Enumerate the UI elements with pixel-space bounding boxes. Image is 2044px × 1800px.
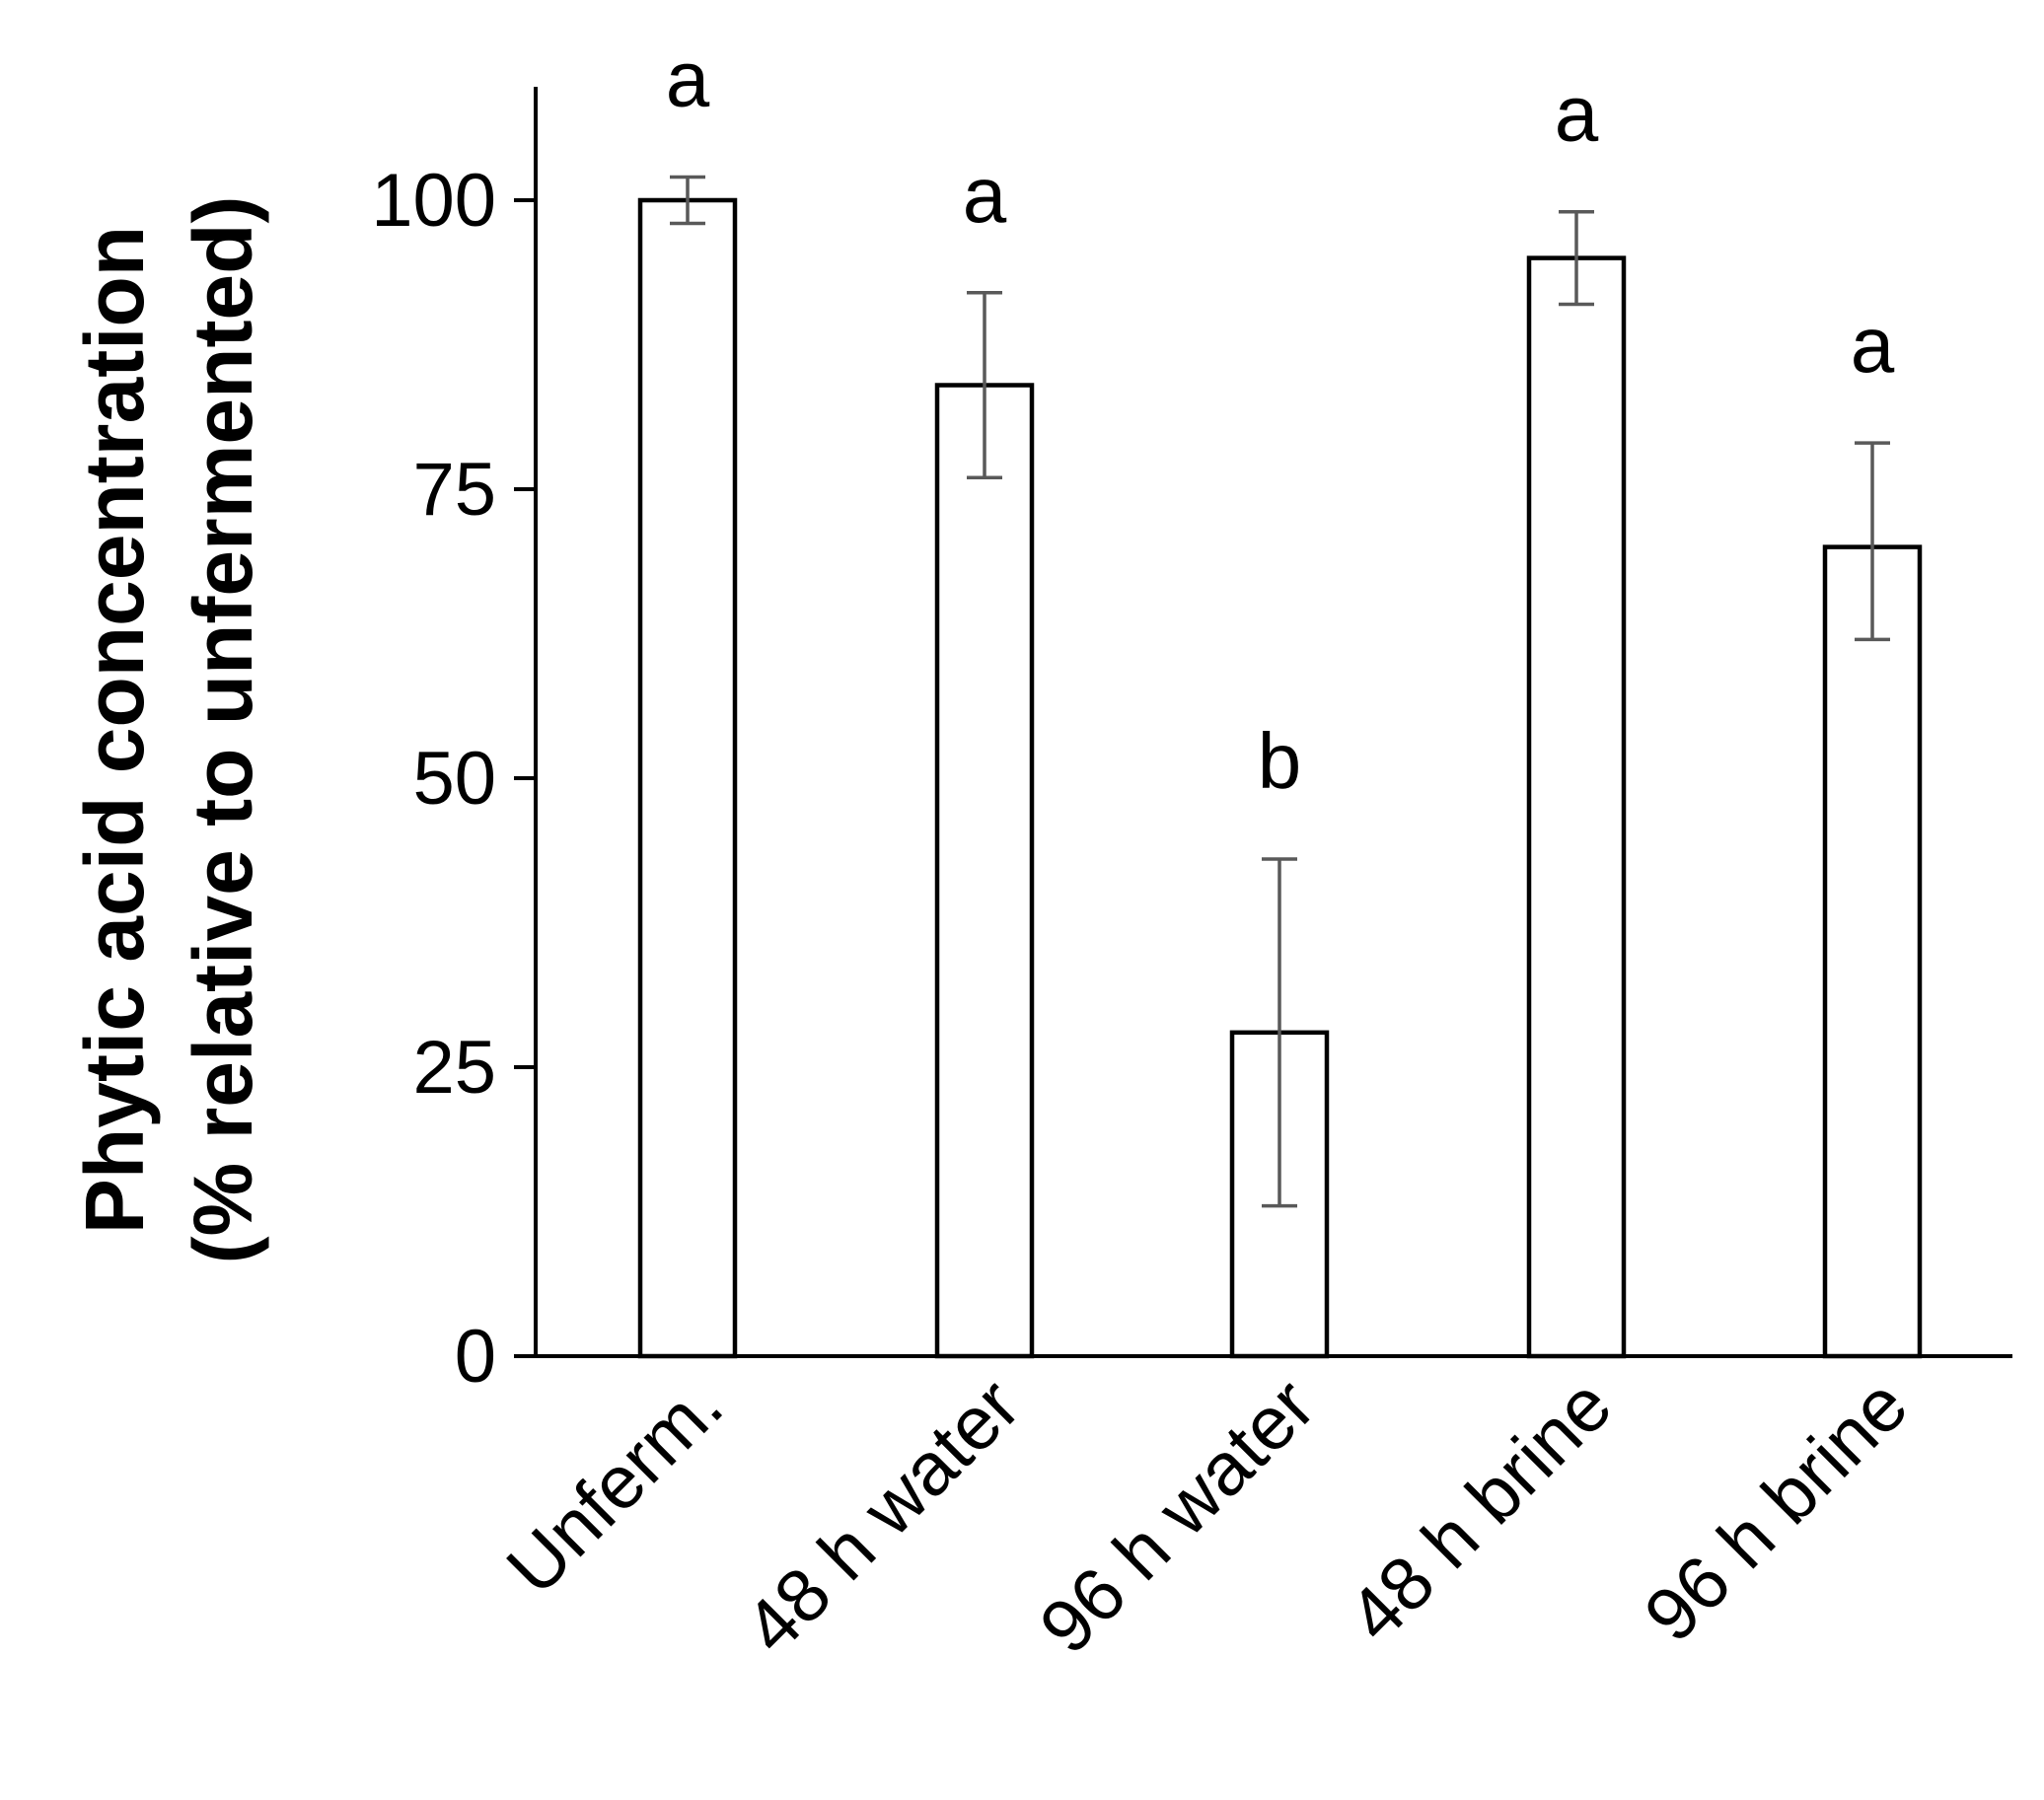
x-tick-label: 96 h brine [1629, 1363, 1924, 1658]
error-bar [1559, 209, 1594, 307]
x-tick-label: Unferm. [491, 1363, 739, 1611]
error-bars [670, 175, 1890, 1208]
significance-letter: a [963, 151, 1007, 239]
error-bar [1855, 441, 1890, 642]
y-axis-title-line: (% relative to unfermented) [177, 196, 269, 1264]
y-tick-label: 0 [455, 1315, 496, 1399]
bars [637, 197, 1923, 1359]
significance-letter: a [1851, 301, 1895, 389]
x-tick-label: 96 h water [1024, 1363, 1331, 1670]
significance-letter: a [1555, 70, 1599, 158]
y-tick-label: 100 [371, 159, 496, 243]
significance-letter: a [666, 36, 710, 123]
y-tick-label: 50 [412, 737, 496, 821]
y-axis-label: Phytic acid concentration (% relative to … [68, 196, 269, 1264]
significance-letter: b [1258, 717, 1302, 805]
x-tick-label: 48 h brine [1333, 1363, 1628, 1658]
bar [934, 383, 1035, 1359]
x-tick-label: 48 h water [729, 1363, 1036, 1670]
bar [1822, 544, 1923, 1359]
y-tick-label: 25 [412, 1026, 496, 1110]
y-axis-title-line: Phytic acid concentration [68, 226, 161, 1234]
bar [637, 197, 738, 1359]
y-tick-label: 75 [412, 448, 496, 532]
y-axis-ticks: 0 25 50 75 100 [371, 159, 536, 1399]
significance-labels: a a b a a [666, 36, 1895, 805]
error-bar [670, 175, 705, 226]
bar [1526, 255, 1627, 1359]
error-bar [1262, 857, 1297, 1208]
error-bar [967, 291, 1002, 480]
